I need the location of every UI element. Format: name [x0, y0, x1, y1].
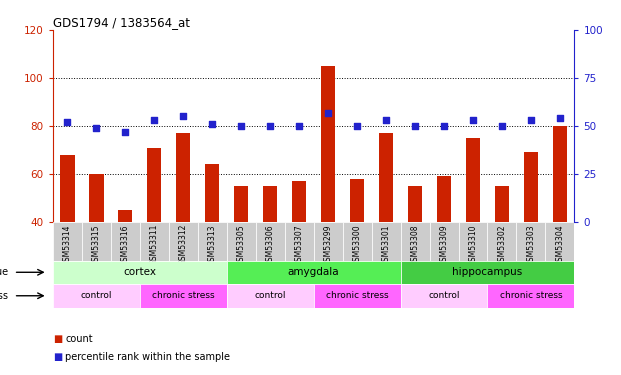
Text: chronic stress: chronic stress [500, 291, 562, 300]
Point [120, 129, 130, 135]
Bar [466, 138, 480, 222]
Text: GSM53302: GSM53302 [497, 224, 507, 266]
Text: GSM53312: GSM53312 [179, 224, 188, 266]
Bar [371, 222, 401, 261]
Bar [147, 148, 161, 222]
Text: GSM53315: GSM53315 [92, 224, 101, 266]
Text: GDS1794 / 1383564_at: GDS1794 / 1383564_at [53, 16, 190, 29]
Text: amygdala: amygdala [288, 267, 340, 277]
Bar [350, 179, 365, 222]
Bar [53, 261, 227, 284]
Bar [111, 222, 140, 261]
Bar [545, 222, 574, 261]
Text: control: control [428, 291, 460, 300]
Point [323, 110, 333, 116]
Point [178, 114, 188, 120]
Point [265, 123, 275, 129]
Bar [82, 222, 111, 261]
Bar [263, 186, 278, 222]
Point [207, 121, 217, 127]
Bar [321, 66, 335, 222]
Text: control: control [81, 291, 112, 300]
Bar [408, 186, 422, 222]
Bar [227, 261, 401, 284]
Text: GSM53300: GSM53300 [353, 224, 361, 266]
Bar [314, 222, 343, 261]
Bar [401, 284, 487, 308]
Bar [256, 222, 284, 261]
Bar [53, 284, 140, 308]
Text: GSM53310: GSM53310 [468, 224, 478, 266]
Bar [487, 284, 574, 308]
Bar [118, 210, 132, 222]
Bar [495, 186, 509, 222]
Text: GSM53303: GSM53303 [527, 224, 535, 266]
Point [555, 116, 565, 122]
Bar [60, 155, 75, 222]
Text: control: control [255, 291, 286, 300]
Text: count: count [65, 334, 93, 344]
Bar [284, 222, 314, 261]
Point [352, 123, 362, 129]
Text: ■: ■ [53, 334, 62, 344]
Point [294, 123, 304, 129]
Text: GSM53306: GSM53306 [266, 224, 274, 266]
Text: GSM53316: GSM53316 [120, 224, 130, 266]
Point [149, 117, 159, 123]
Bar [343, 222, 371, 261]
Text: GSM53313: GSM53313 [207, 224, 217, 266]
Point [236, 123, 246, 129]
Bar [53, 222, 82, 261]
Bar [140, 222, 169, 261]
Bar [292, 181, 306, 222]
Text: GSM53314: GSM53314 [63, 224, 72, 266]
Text: GSM53301: GSM53301 [381, 224, 391, 266]
Bar [437, 177, 451, 222]
Text: GSM53309: GSM53309 [440, 224, 448, 266]
Text: GSM53308: GSM53308 [410, 224, 420, 266]
Point [91, 125, 101, 131]
Text: GSM53299: GSM53299 [324, 224, 333, 266]
Text: GSM53307: GSM53307 [294, 224, 304, 266]
Bar [379, 133, 393, 222]
Point [62, 119, 72, 125]
Text: GSM53305: GSM53305 [237, 224, 246, 266]
Text: GSM53311: GSM53311 [150, 224, 159, 266]
Point [526, 117, 536, 123]
Bar [197, 222, 227, 261]
Text: hippocampus: hippocampus [452, 267, 523, 277]
Text: tissue: tissue [0, 267, 9, 277]
Text: chronic stress: chronic stress [152, 291, 214, 300]
Bar [234, 186, 248, 222]
Bar [458, 222, 487, 261]
Point [381, 117, 391, 123]
Bar [401, 261, 574, 284]
Bar [553, 126, 567, 222]
Bar [314, 284, 401, 308]
Bar [524, 153, 538, 222]
Point [439, 123, 449, 129]
Point [410, 123, 420, 129]
Text: percentile rank within the sample: percentile rank within the sample [65, 352, 230, 362]
Point [468, 117, 478, 123]
Bar [430, 222, 458, 261]
Bar [205, 165, 219, 222]
Text: chronic stress: chronic stress [326, 291, 388, 300]
Text: GSM53304: GSM53304 [555, 224, 564, 266]
Bar [227, 284, 314, 308]
Bar [176, 133, 191, 222]
Point [497, 123, 507, 129]
Text: stress: stress [0, 291, 9, 301]
Bar [89, 174, 104, 222]
Bar [227, 222, 256, 261]
Bar [169, 222, 197, 261]
Bar [487, 222, 517, 261]
Text: cortex: cortex [123, 267, 156, 277]
Bar [401, 222, 430, 261]
Bar [517, 222, 545, 261]
Bar [140, 284, 227, 308]
Text: ■: ■ [53, 352, 62, 362]
